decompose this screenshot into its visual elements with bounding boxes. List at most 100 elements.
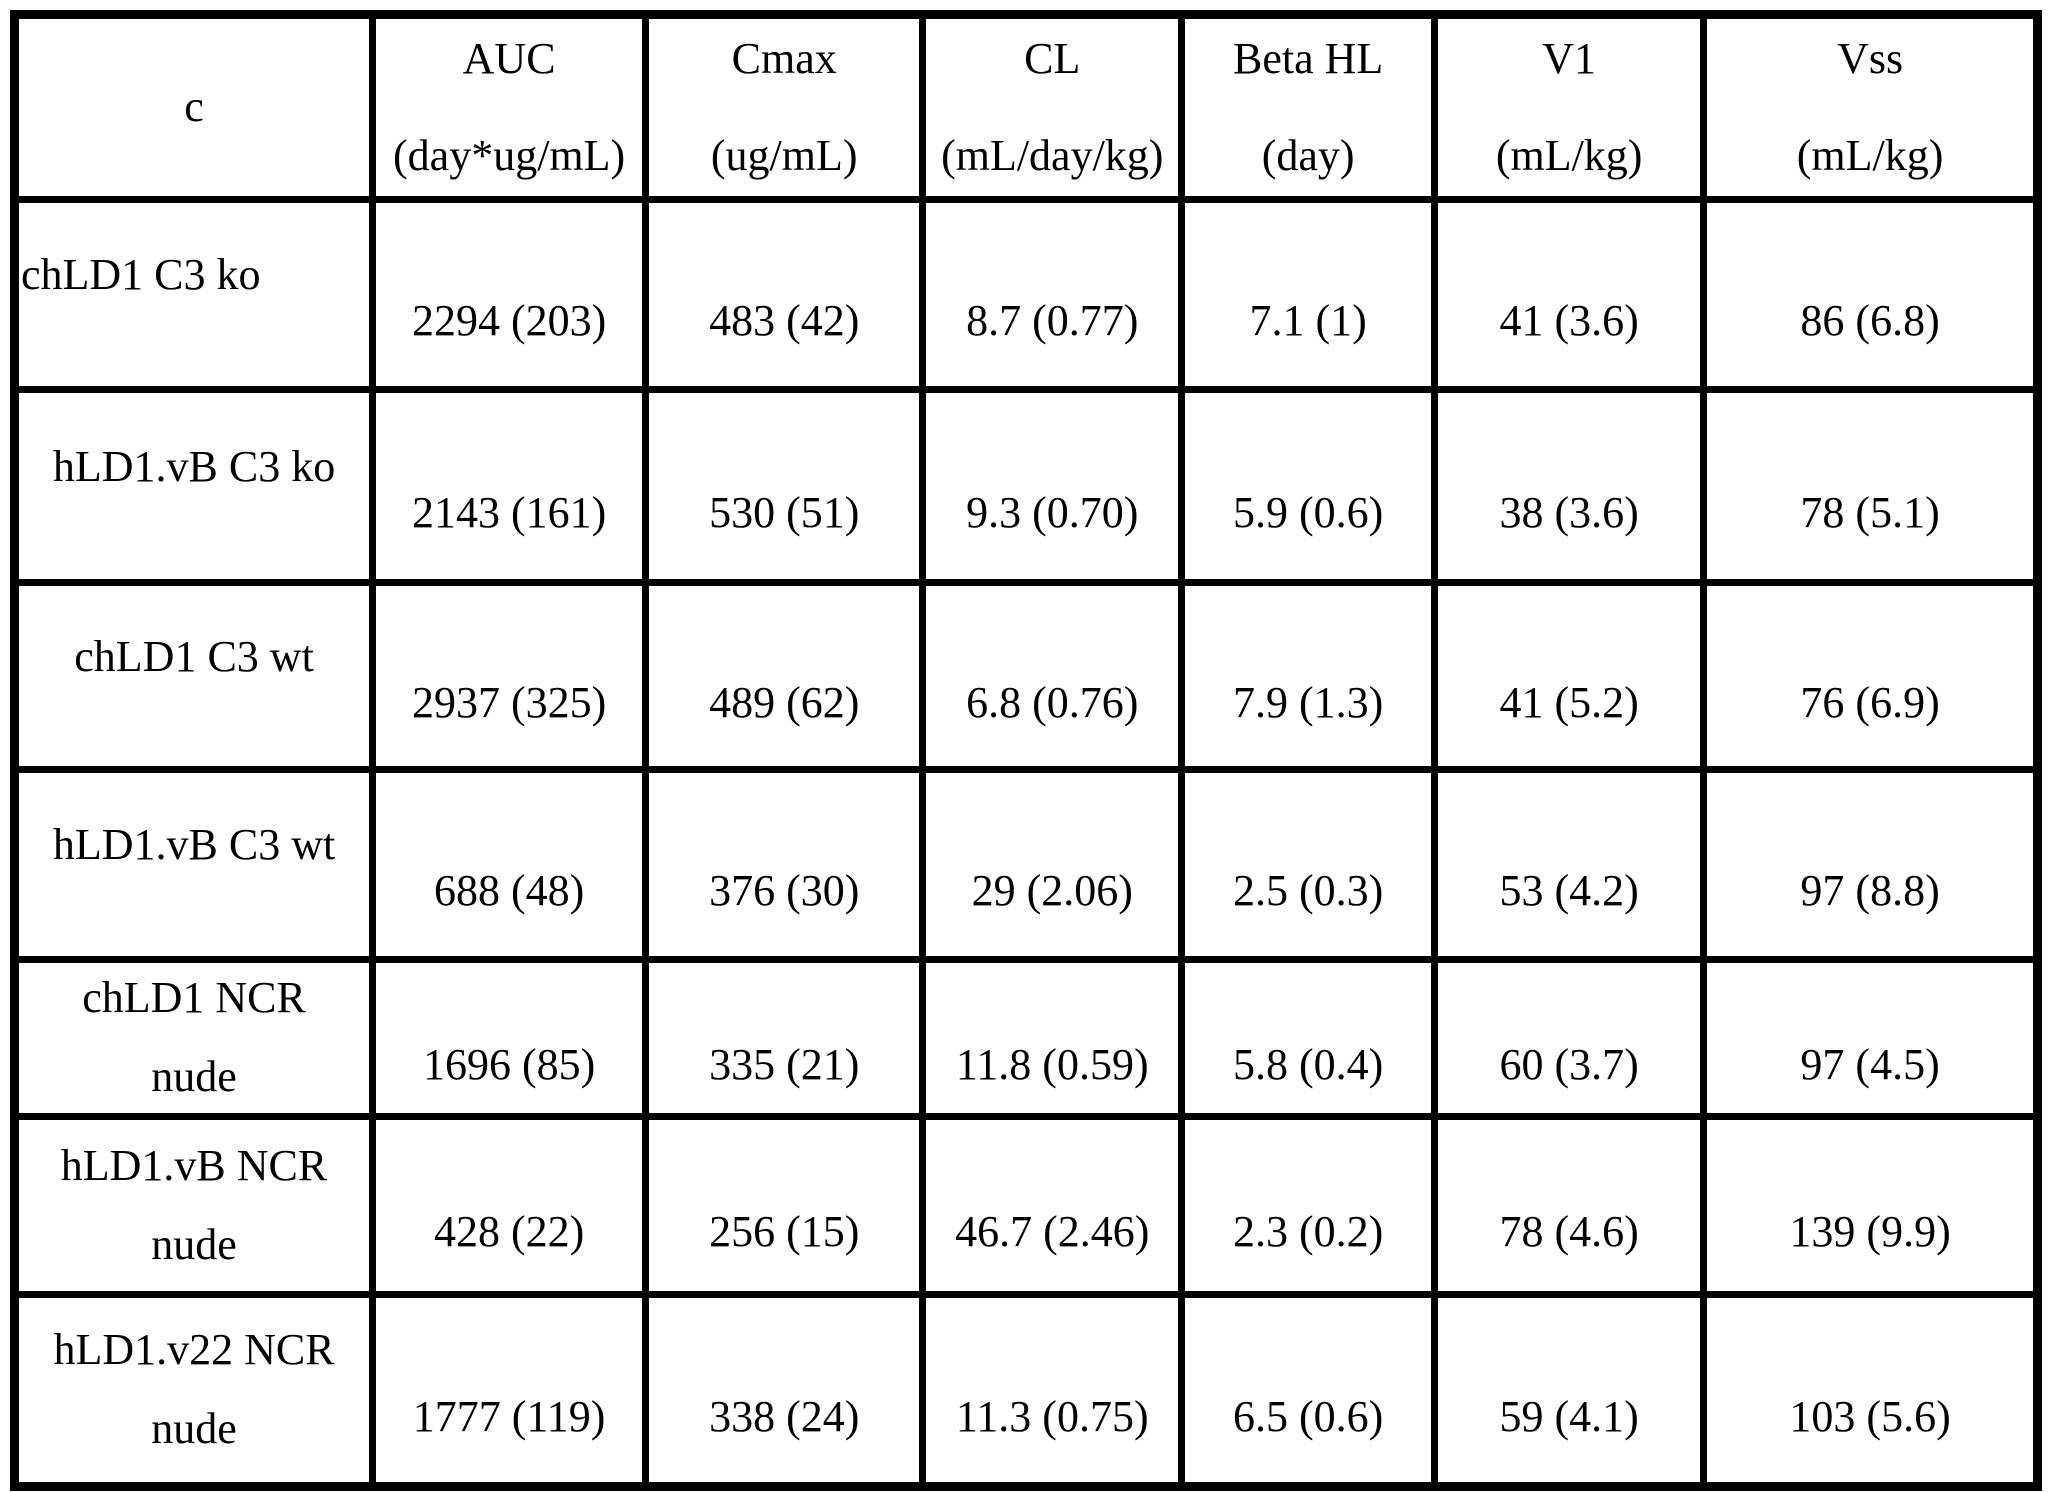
table-cell: 59 (4.1) bbox=[1431, 1291, 1708, 1490]
cell-value: 139 (9.9) bbox=[1789, 1207, 1951, 1257]
cell-value: 2294 (203) bbox=[411, 296, 607, 346]
table-cell: 688 (48) bbox=[369, 766, 650, 963]
column-title: Cmax bbox=[731, 33, 837, 83]
table-cell: 6.8 (0.76) bbox=[919, 579, 1186, 773]
table-cell: 335 (21) bbox=[642, 956, 927, 1120]
table-cell: 11.3 (0.75) bbox=[919, 1291, 1186, 1490]
header-cell-auc: AUC (day*ug/mL) bbox=[369, 11, 650, 203]
table-row: hLD1.vB C3 wt 688 (48) 376 (30) 29 (2.06… bbox=[10, 766, 2041, 963]
cell-value: 59 (4.1) bbox=[1499, 1391, 1639, 1441]
table-cell: 5.9 (0.6) bbox=[1178, 386, 1439, 586]
table-cell: 5.8 (0.4) bbox=[1178, 956, 1439, 1120]
table-cell: 489 (62) bbox=[642, 579, 927, 773]
table-cell: 53 (4.2) bbox=[1431, 766, 1708, 963]
column-unit: (mL/day/kg) bbox=[941, 130, 1164, 180]
pk-parameters-table: c AUC (day*ug/mL) Cmax (ug/mL) bbox=[10, 10, 2042, 1491]
column-title: CL bbox=[1024, 33, 1081, 83]
header-cell-group: c bbox=[10, 11, 377, 203]
row-label: chLD1 NCR bbox=[82, 973, 306, 1023]
row-label: chLD1 C3 ko bbox=[21, 250, 261, 300]
cell-value: 335 (21) bbox=[709, 1039, 860, 1089]
header-cell-cl: CL (mL/day/kg) bbox=[919, 11, 1186, 203]
table-cell: 7.9 (1.3) bbox=[1178, 579, 1439, 773]
table-cell: 2294 (203) bbox=[369, 196, 650, 393]
cell-value: 1696 (85) bbox=[422, 1039, 596, 1089]
table-cell: 103 (5.6) bbox=[1700, 1291, 2041, 1490]
column-unit: (day) bbox=[1261, 130, 1355, 180]
cell-value: 2.5 (0.3) bbox=[1233, 866, 1384, 916]
cell-value: 38 (3.6) bbox=[1499, 487, 1639, 537]
column-title: Vss bbox=[1837, 33, 1904, 83]
cell-value: 483 (42) bbox=[709, 296, 860, 346]
table-cell: 428 (22) bbox=[369, 1113, 650, 1298]
cell-value: 530 (51) bbox=[709, 487, 860, 537]
table-cell: 41 (3.6) bbox=[1431, 196, 1708, 393]
table-row: hLD1.vB C3 ko 2143 (161) 530 (51) 9.3 (0… bbox=[10, 386, 2041, 586]
cell-value: 76 (6.9) bbox=[1800, 677, 1940, 727]
row-label-cell: hLD1.vB C3 ko bbox=[10, 386, 377, 586]
table-cell: 338 (24) bbox=[642, 1291, 927, 1490]
cell-value: 6.8 (0.76) bbox=[966, 677, 1139, 727]
row-label-cell: chLD1 C3 ko bbox=[10, 196, 377, 393]
row-label-line2: nude bbox=[151, 1219, 237, 1269]
row-label-cell: hLD1.vB NCR nude bbox=[10, 1113, 377, 1298]
column-unit: (mL/kg) bbox=[1495, 130, 1643, 180]
cell-value: 338 (24) bbox=[709, 1391, 860, 1441]
cell-value: 60 (3.7) bbox=[1499, 1039, 1639, 1089]
row-label: hLD1.vB C3 wt bbox=[52, 820, 336, 870]
cell-value: 1777 (119) bbox=[412, 1391, 606, 1441]
header-cell-v1: V1 (mL/kg) bbox=[1431, 11, 1708, 203]
header-row: c AUC (day*ug/mL) Cmax (ug/mL) bbox=[10, 11, 2041, 203]
table-cell: 97 (4.5) bbox=[1700, 956, 2041, 1120]
cell-value: 688 (48) bbox=[433, 866, 585, 916]
cell-value: 41 (3.6) bbox=[1499, 296, 1639, 346]
table-row: chLD1 NCR nude 1696 (85) 335 (21) 11.8 (… bbox=[10, 956, 2041, 1120]
table-cell: 2.3 (0.2) bbox=[1178, 1113, 1439, 1298]
table-cell: 530 (51) bbox=[642, 386, 927, 586]
table-cell: 38 (3.6) bbox=[1431, 386, 1708, 586]
row-label: chLD1 C3 wt bbox=[74, 631, 314, 681]
table-row: hLD1.v22 NCR nude 1777 (119) 338 (24) 11… bbox=[10, 1291, 2041, 1490]
cell-value: 103 (5.6) bbox=[1789, 1391, 1951, 1441]
table-cell: 41 (5.2) bbox=[1431, 579, 1708, 773]
cell-value: 2937 (325) bbox=[411, 677, 607, 727]
header-cell-vss: Vss (mL/kg) bbox=[1700, 11, 2041, 203]
cell-value: 97 (4.5) bbox=[1800, 1039, 1940, 1089]
table-cell: 8.7 (0.77) bbox=[919, 196, 1186, 393]
table-cell: 1777 (119) bbox=[369, 1291, 650, 1490]
row-label: hLD1.v22 NCR bbox=[53, 1325, 335, 1375]
table-row: chLD1 C3 wt 2937 (325) 489 (62) 6.8 (0.7… bbox=[10, 579, 2041, 773]
table-cell: 376 (30) bbox=[642, 766, 927, 963]
table-cell: 1696 (85) bbox=[369, 956, 650, 1120]
cell-value: 86 (6.8) bbox=[1800, 296, 1940, 346]
row-label: hLD1.vB NCR bbox=[60, 1140, 328, 1190]
column-unit: (mL/kg) bbox=[1796, 130, 1944, 180]
table-cell: 2937 (325) bbox=[369, 579, 650, 773]
row-label: hLD1.vB C3 ko bbox=[52, 441, 336, 491]
cell-value: 53 (4.2) bbox=[1499, 866, 1639, 916]
cell-value: 7.9 (1.3) bbox=[1233, 677, 1384, 727]
cell-value: 428 (22) bbox=[433, 1207, 585, 1257]
cell-value: 97 (8.8) bbox=[1800, 866, 1940, 916]
cell-value: 46.7 (2.46) bbox=[955, 1207, 1150, 1257]
table-cell: 97 (8.8) bbox=[1700, 766, 2041, 963]
row-label-line2: nude bbox=[151, 1404, 237, 1453]
cell-value: 6.5 (0.6) bbox=[1233, 1391, 1384, 1441]
table-cell: 2.5 (0.3) bbox=[1178, 766, 1439, 963]
table-cell: 76 (6.9) bbox=[1700, 579, 2041, 773]
table-cell: 86 (6.8) bbox=[1700, 196, 2041, 393]
cell-value: 8.7 (0.77) bbox=[966, 296, 1139, 346]
cell-value: 78 (4.6) bbox=[1499, 1207, 1639, 1257]
cell-value: 11.8 (0.59) bbox=[955, 1039, 1149, 1089]
table-cell: 6.5 (0.6) bbox=[1178, 1291, 1439, 1490]
column-title: Beta HL bbox=[1233, 33, 1384, 83]
row-label-cell: hLD1.v22 NCR nude bbox=[10, 1291, 377, 1490]
cell-value: 376 (30) bbox=[709, 866, 860, 916]
row-label-cell: chLD1 C3 wt bbox=[10, 579, 377, 773]
row-label-cell: hLD1.vB C3 wt bbox=[10, 766, 377, 963]
table-cell: 46.7 (2.46) bbox=[919, 1113, 1186, 1298]
cell-value: 41 (5.2) bbox=[1499, 677, 1639, 727]
table-row: hLD1.vB NCR nude 428 (22) 256 (15) 46.7 … bbox=[10, 1113, 2041, 1298]
cell-value: 11.3 (0.75) bbox=[955, 1391, 1149, 1441]
